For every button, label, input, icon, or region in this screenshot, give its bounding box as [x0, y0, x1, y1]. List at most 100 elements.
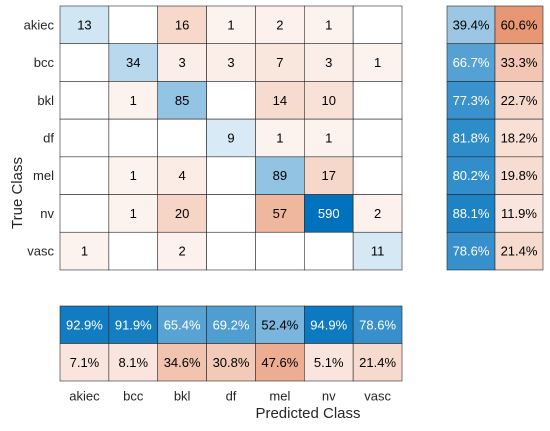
matrix-cell — [255, 231, 305, 271]
matrix-cell — [108, 194, 159, 233]
matrix-cell-value: 1 — [130, 93, 137, 108]
matrix-cell — [108, 5, 159, 45]
matrix-cell — [303, 231, 354, 271]
column-summary-correct-cell — [255, 305, 305, 344]
matrix-cell-value: 2 — [276, 17, 283, 32]
x-tick-label: vasc — [364, 389, 391, 404]
column-summary-incorrect-value: 7.1% — [70, 355, 100, 370]
matrix-cell-value: 7 — [276, 55, 283, 70]
column-summary-incorrect-value: 34.6% — [164, 355, 201, 370]
matrix-cell — [303, 43, 354, 82]
y-tick-label: vasc — [27, 244, 54, 259]
matrix-cell-value: 1 — [81, 244, 88, 259]
matrix-cell — [206, 43, 256, 82]
matrix-cell-value: 3 — [325, 55, 332, 70]
row-summary-correct-value: 88.1% — [453, 206, 490, 221]
matrix-cell-value: 1 — [276, 130, 283, 145]
column-summary-correct-value: 92.9% — [66, 317, 103, 332]
matrix-cell — [352, 231, 403, 271]
column-summary-incorrect-value: 21.4% — [359, 355, 396, 370]
row-summary-incorrect-value: 60.6% — [501, 17, 538, 32]
matrix-cell — [352, 5, 403, 45]
matrix-cell — [206, 5, 256, 45]
matrix-cell-value: 89 — [273, 168, 287, 183]
matrix-cell — [206, 194, 256, 233]
matrix-cell — [206, 81, 256, 120]
matrix-cell — [108, 118, 159, 158]
column-summary-incorrect-value: 30.8% — [213, 355, 250, 370]
column-summary-incorrect-cell — [59, 343, 110, 382]
matrix-cell — [255, 81, 305, 120]
matrix-cell — [303, 118, 354, 158]
matrix-cell — [206, 231, 256, 271]
row-summary-correct-cell — [446, 81, 496, 120]
row-summary-incorrect-value: 33.3% — [501, 55, 538, 70]
x-tick-label: nv — [322, 389, 336, 404]
matrix-cell-value: 1 — [325, 130, 332, 145]
matrix-cell-value: 9 — [227, 130, 234, 145]
column-summary-panel: 92.9% 7.1% 91.9% 8.1% 65.4% 34.6% 69.2% 30.8% 52… — [59, 305, 403, 382]
matrix-cell-value: 1 — [130, 168, 137, 183]
row-summary-incorrect-cell — [494, 194, 544, 233]
matrix-cell — [255, 118, 305, 158]
column-summary-incorrect-cell — [303, 343, 354, 382]
row-summary-correct-cell — [446, 231, 496, 271]
matrix-cell — [108, 231, 159, 271]
matrix-cell — [59, 231, 110, 271]
matrix-cell-value: 10 — [321, 93, 335, 108]
matrix-cell-value: 590 — [318, 206, 340, 221]
row-summary-incorrect-value: 19.8% — [501, 168, 538, 183]
matrix-cell-value: 85 — [175, 93, 189, 108]
matrix-cell — [59, 81, 110, 120]
column-summary-incorrect-value: 8.1% — [118, 355, 148, 370]
matrix-cell-value: 3 — [179, 55, 186, 70]
column-summary-incorrect-cell — [352, 343, 403, 382]
y-tick-label: nv — [40, 206, 54, 221]
matrix-cell — [157, 156, 207, 195]
column-summary-incorrect-value: 5.1% — [314, 355, 344, 370]
x-tick-label: bkl — [174, 389, 191, 404]
matrix-cell — [255, 194, 305, 233]
matrix-cell — [59, 156, 110, 195]
matrix-cell — [59, 43, 110, 82]
matrix-cell-value: 11 — [371, 244, 385, 259]
column-summary-correct-value: 91.9% — [115, 317, 152, 332]
matrix-cell — [352, 156, 403, 195]
y-tick-label: mel — [33, 168, 54, 183]
matrix-cell-value: 1 — [227, 17, 234, 32]
matrix-cell — [59, 194, 110, 233]
y-axis-label: True Class — [9, 157, 26, 229]
column-summary-correct-value: 52.4% — [261, 317, 298, 332]
row-summary-incorrect-value: 22.7% — [501, 93, 538, 108]
row-summary-incorrect-value: 21.4% — [501, 244, 538, 259]
matrix-cell — [59, 5, 110, 45]
row-summary-correct-cell — [446, 5, 496, 45]
matrix-cell-value: 1 — [325, 17, 332, 32]
row-summary-panel: 39.4% 60.6% 66.7% 33.3% 77.3% 22.7% 81.8% 18.2%… — [446, 5, 544, 271]
row-summary-correct-value: 77.3% — [453, 93, 490, 108]
column-summary-correct-value: 78.6% — [359, 317, 396, 332]
matrix-cell — [157, 5, 207, 45]
column-summary-correct-cell — [157, 305, 207, 344]
x-tick-labels: akiec bcc bkl df mel nv vasc — [69, 389, 391, 404]
matrix-cell — [303, 156, 354, 195]
matrix-cell — [59, 118, 110, 158]
matrix-cell — [352, 118, 403, 158]
x-tick-label: mel — [269, 389, 290, 404]
matrix-cell-value: 16 — [175, 17, 189, 32]
row-summary-correct-cell — [446, 118, 496, 158]
matrix-cells: 13 16 1 2 134 3 3 7 3 11 85 14 109 1 11 4 89 171 20 57 590 21… — [59, 5, 403, 271]
matrix-cell-value: 13 — [77, 17, 91, 32]
column-summary-incorrect-cell — [108, 343, 159, 382]
matrix-cell-value: 34 — [126, 55, 140, 70]
matrix-cell-value: 2 — [179, 244, 186, 259]
column-summary-correct-value: 69.2% — [213, 317, 250, 332]
column-summary-correct-cell — [206, 305, 256, 344]
matrix-cell — [206, 156, 256, 195]
matrix-cell — [108, 156, 159, 195]
matrix-cell — [108, 81, 159, 120]
matrix-cell — [352, 81, 403, 120]
matrix-cell — [108, 43, 159, 82]
x-tick-label: df — [226, 389, 237, 404]
